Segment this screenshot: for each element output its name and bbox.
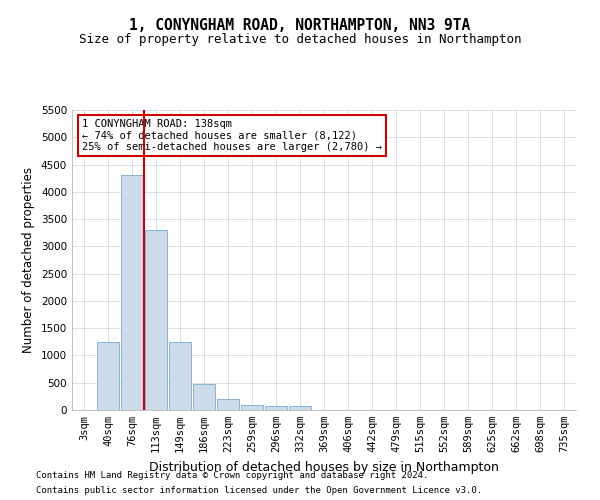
- Text: 1, CONYNGHAM ROAD, NORTHAMPTON, NN3 9TA: 1, CONYNGHAM ROAD, NORTHAMPTON, NN3 9TA: [130, 18, 470, 32]
- Bar: [217, 399, 239, 410]
- Text: Contains HM Land Registry data © Crown copyright and database right 2024.: Contains HM Land Registry data © Crown c…: [36, 471, 428, 480]
- Text: Contains public sector information licensed under the Open Government Licence v3: Contains public sector information licen…: [36, 486, 482, 495]
- Text: 1 CONYNGHAM ROAD: 138sqm
← 74% of detached houses are smaller (8,122)
25% of sem: 1 CONYNGHAM ROAD: 138sqm ← 74% of detach…: [82, 119, 382, 152]
- Bar: [289, 406, 311, 410]
- Y-axis label: Number of detached properties: Number of detached properties: [22, 167, 35, 353]
- Bar: [193, 384, 215, 410]
- X-axis label: Distribution of detached houses by size in Northampton: Distribution of detached houses by size …: [149, 460, 499, 473]
- Bar: [265, 406, 287, 410]
- Bar: [97, 342, 119, 410]
- Bar: [169, 342, 191, 410]
- Text: Size of property relative to detached houses in Northampton: Size of property relative to detached ho…: [79, 32, 521, 46]
- Bar: [121, 176, 143, 410]
- Bar: [145, 230, 167, 410]
- Bar: [241, 404, 263, 410]
